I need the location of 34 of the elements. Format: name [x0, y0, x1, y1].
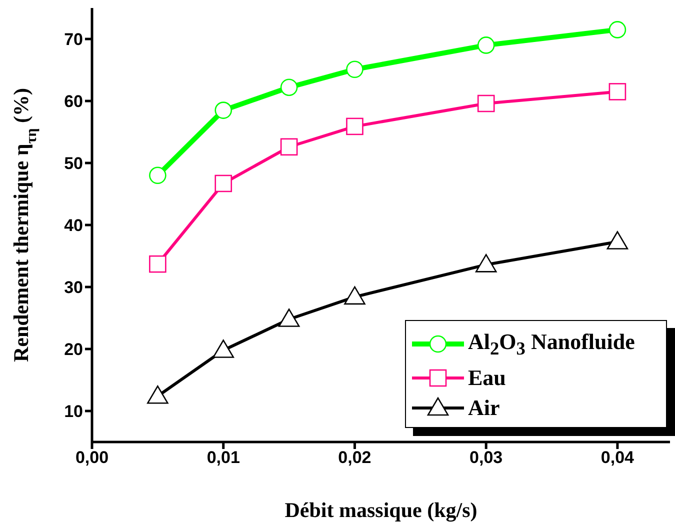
point [214, 102, 232, 119]
point [475, 254, 497, 272]
y-tick-label: 60 [64, 92, 83, 112]
y-tick-label: 10 [64, 402, 83, 422]
legend-label: Air [468, 395, 500, 421]
point [147, 385, 168, 404]
x-tick-label: 0,04 [600, 448, 635, 468]
y-tick-label: 30 [64, 278, 83, 298]
y-tick-label: 20 [64, 340, 83, 360]
point [608, 83, 626, 100]
x-tick-label: 0,00 [75, 448, 109, 468]
point [477, 36, 495, 54]
x-axis-title: Débit massique (kg/s) [284, 498, 478, 522]
point [608, 21, 626, 38]
legend-label: Eau [468, 365, 506, 391]
point [280, 138, 298, 156]
point [477, 94, 495, 112]
point [214, 174, 232, 192]
legend-label: Al$_{2}$O$_{3}$ Nanofluide [468, 328, 635, 360]
point [606, 231, 628, 250]
x-tick-label: 0,03 [470, 448, 503, 468]
point [346, 60, 364, 78]
point [149, 255, 166, 273]
point [149, 166, 166, 184]
y-tick-label: 50 [64, 154, 83, 174]
point [212, 340, 234, 358]
y-tick-label: 70 [64, 30, 83, 50]
x-tick-label: 0,01 [206, 448, 240, 468]
point [346, 118, 364, 136]
point [344, 286, 366, 305]
y-tick-label: 40 [64, 216, 83, 236]
x-tick-label: 0,02 [338, 448, 372, 468]
point [278, 308, 300, 327]
point [280, 78, 298, 96]
